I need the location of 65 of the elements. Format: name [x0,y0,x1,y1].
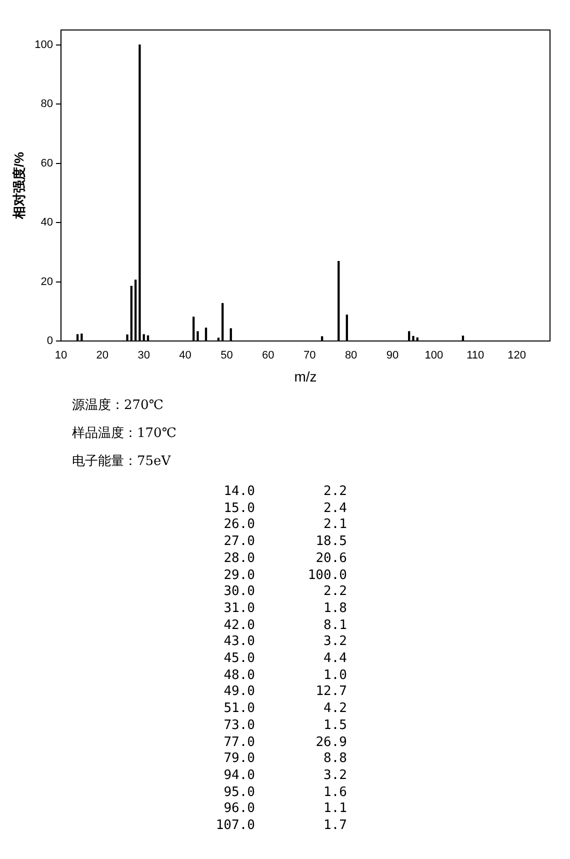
x-tick-label: 120 [508,350,526,362]
text: 95.0 [224,784,255,800]
text: 2.1 [324,517,347,532]
y-tick-label: 100 [34,38,53,51]
text: 48.0 [224,668,255,683]
text: 18.5 [316,534,347,550]
text: 3.2 [324,634,347,650]
text: 20.6 [316,550,347,566]
text: 12.7 [316,684,347,700]
text: 3.2 [324,768,347,783]
y-tick-label: 20 [40,276,53,288]
text: 样品温度：170℃ [72,425,178,443]
text: 1.0 [324,668,347,683]
x-tick-label: 110 [466,350,484,362]
text: 1.1 [324,801,347,816]
text: 45.0 [224,651,255,666]
text: 15.0 [224,500,255,516]
text: 2.2 [324,584,347,600]
text: 96.0 [224,801,255,816]
text: 31.0 [224,600,255,616]
text: 79.0 [224,751,255,766]
text: 电子能量：75eV [72,453,172,471]
text: 29.0 [224,568,255,583]
x-tick-label: 50 [220,350,233,362]
text: 26.0 [224,517,255,532]
y-axis-title: 相对强度/% [11,151,26,220]
y-tick-label: 40 [40,216,53,229]
text: 14.0 [224,484,255,499]
text: 30.0 [224,584,255,600]
text: 8.8 [324,751,347,766]
text: 27.0 [224,534,255,550]
text: 1.7 [324,818,347,834]
x-tick-label: 100 [424,350,444,362]
text: 77.0 [224,734,255,750]
text: 49.0 [224,684,255,700]
x-tick-label: 80 [344,350,358,362]
text: 42.0 [224,618,255,633]
text: 1.5 [324,718,347,733]
text: 源温度：270℃ [72,397,164,415]
text: 100.0 [308,568,347,583]
text: 73.0 [224,718,255,733]
text: 1.6 [324,784,347,800]
text: 4.4 [324,651,347,666]
text: 107.0 [216,818,255,834]
text: 28.0 [224,550,255,566]
x-tick-label: 60 [262,350,274,362]
x-tick-label: 10 [54,350,68,362]
x-tick-label: 30 [138,350,150,362]
x-tick-label: 20 [96,350,109,362]
text: 4.2 [324,701,347,716]
text: 26.9 [316,734,347,750]
y-tick-label: 0 [46,335,53,348]
y-tick-label: 60 [40,157,53,170]
text: 2.2 [324,484,347,499]
text: 94.0 [224,768,255,783]
text: 2.4 [324,500,347,516]
text: 51.0 [224,701,255,716]
x-tick-label: 40 [179,350,192,362]
x-axis-title: m/z [294,368,317,384]
text: 1.8 [324,600,347,616]
text: 43.0 [224,634,255,650]
x-tick-label: 90 [386,350,399,362]
y-tick-label: 80 [40,98,53,110]
text: 8.1 [324,618,347,633]
x-tick-label: 70 [303,350,316,362]
